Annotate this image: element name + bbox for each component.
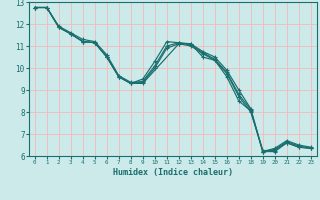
X-axis label: Humidex (Indice chaleur): Humidex (Indice chaleur) xyxy=(113,168,233,177)
